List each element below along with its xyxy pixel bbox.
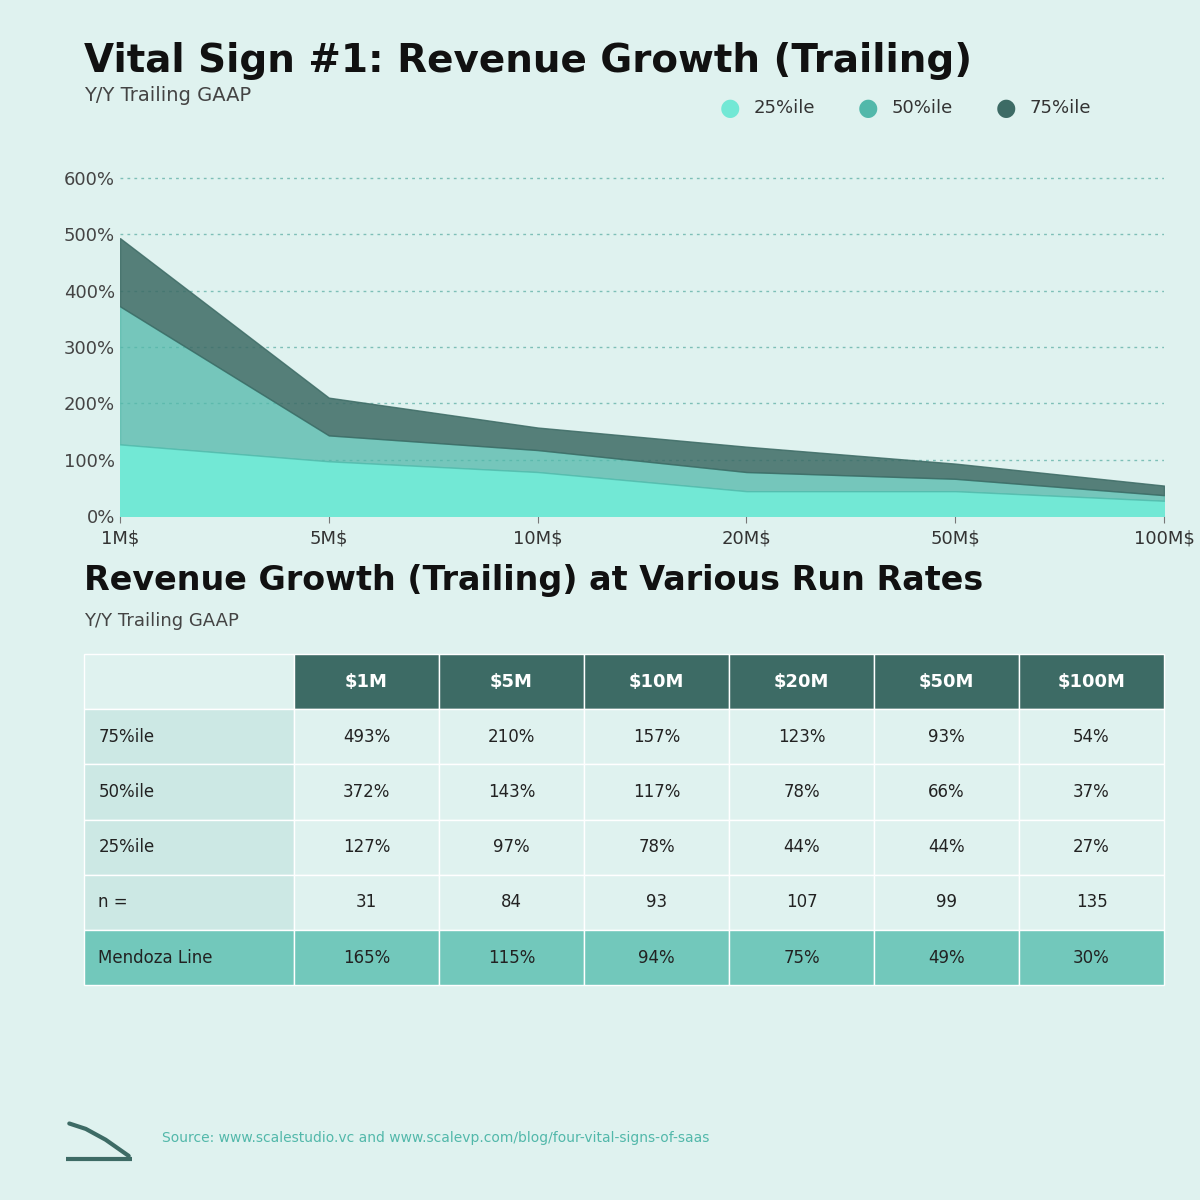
Text: 493%: 493% <box>343 727 390 745</box>
Text: $20M: $20M <box>774 672 829 690</box>
Text: 165%: 165% <box>343 948 390 966</box>
Text: 93: 93 <box>646 893 667 912</box>
Text: 31: 31 <box>356 893 377 912</box>
Text: $100M: $100M <box>1057 672 1126 690</box>
Text: n =: n = <box>98 893 128 912</box>
Text: 25%ile: 25%ile <box>98 838 155 856</box>
Text: 50%ile: 50%ile <box>892 98 953 116</box>
Text: 25%ile: 25%ile <box>754 98 815 116</box>
Text: 97%: 97% <box>493 838 530 856</box>
Text: 127%: 127% <box>343 838 390 856</box>
Text: 37%: 37% <box>1073 782 1110 800</box>
Text: ●: ● <box>720 96 740 120</box>
Text: $5M: $5M <box>490 672 533 690</box>
Text: 50%ile: 50%ile <box>98 782 155 800</box>
Text: ●: ● <box>996 96 1016 120</box>
Text: Y/Y Trailing GAAP: Y/Y Trailing GAAP <box>84 612 239 630</box>
Text: $50M: $50M <box>919 672 974 690</box>
Text: 78%: 78% <box>784 782 820 800</box>
Text: 54%: 54% <box>1073 727 1110 745</box>
Text: 78%: 78% <box>638 838 674 856</box>
Text: 99: 99 <box>936 893 958 912</box>
Text: 44%: 44% <box>784 838 820 856</box>
Text: Vital Sign #1: Revenue Growth (Trailing): Vital Sign #1: Revenue Growth (Trailing) <box>84 42 972 80</box>
Text: 157%: 157% <box>632 727 680 745</box>
Text: 135: 135 <box>1075 893 1108 912</box>
Text: 143%: 143% <box>488 782 535 800</box>
Text: 115%: 115% <box>488 948 535 966</box>
Text: Mendoza Line: Mendoza Line <box>98 948 212 966</box>
Text: $10M: $10M <box>629 672 684 690</box>
Text: 117%: 117% <box>632 782 680 800</box>
Text: Source: www.scalestudio.vc and www.scalevp.com/blog/four-vital-signs-of-saas: Source: www.scalestudio.vc and www.scale… <box>162 1130 709 1145</box>
Text: 66%: 66% <box>928 782 965 800</box>
Text: 123%: 123% <box>778 727 826 745</box>
Text: 49%: 49% <box>928 948 965 966</box>
Text: 27%: 27% <box>1073 838 1110 856</box>
Text: 94%: 94% <box>638 948 674 966</box>
Text: Y/Y Trailing GAAP: Y/Y Trailing GAAP <box>84 86 251 106</box>
Text: 210%: 210% <box>488 727 535 745</box>
Text: ●: ● <box>858 96 878 120</box>
Text: 93%: 93% <box>928 727 965 745</box>
Text: $1M: $1M <box>346 672 388 690</box>
Text: 372%: 372% <box>343 782 390 800</box>
Text: 84: 84 <box>502 893 522 912</box>
Text: 107: 107 <box>786 893 817 912</box>
Text: 75%ile: 75%ile <box>1030 98 1091 116</box>
Text: Revenue Growth (Trailing) at Various Run Rates: Revenue Growth (Trailing) at Various Run… <box>84 564 983 596</box>
Text: 75%: 75% <box>784 948 820 966</box>
Text: 75%ile: 75%ile <box>98 727 155 745</box>
Text: 30%: 30% <box>1073 948 1110 966</box>
Text: 44%: 44% <box>928 838 965 856</box>
